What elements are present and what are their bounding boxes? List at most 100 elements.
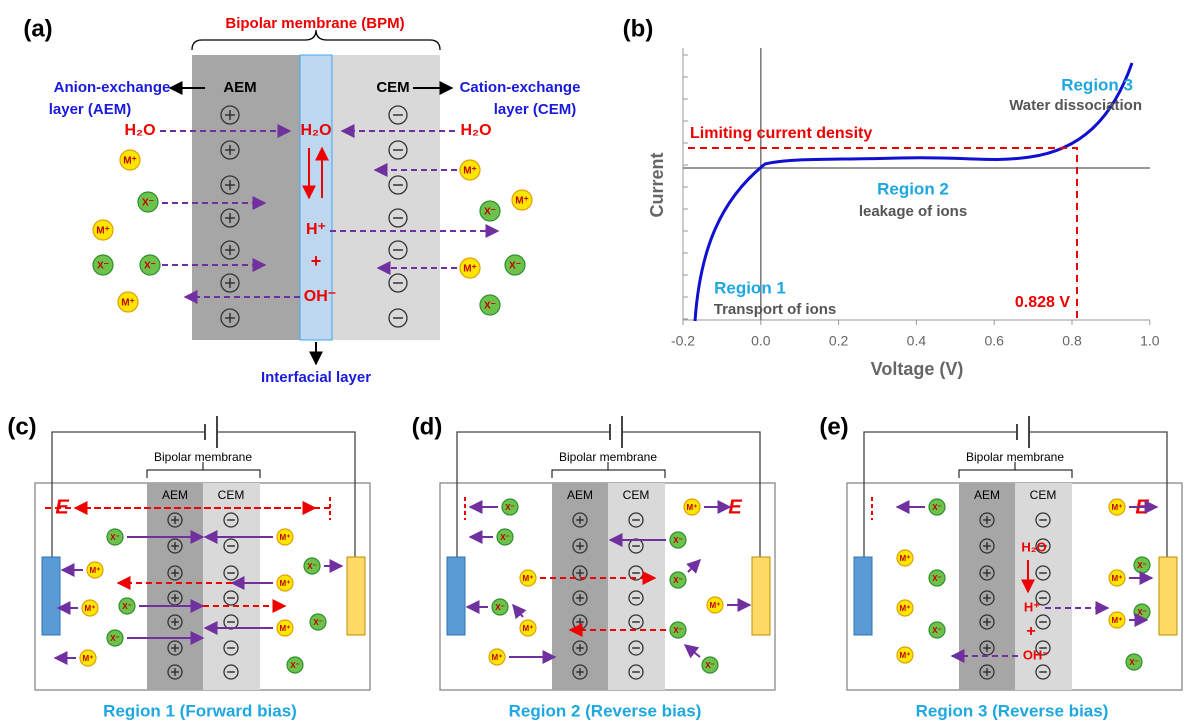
label: leakage of ions [859,203,967,220]
ion-label: M⁺ [1112,574,1123,583]
label: H⁺ [306,221,326,238]
ion-label: X⁻ [110,533,120,542]
caption: Region 2 (Reverse bias) [509,701,702,720]
anode [447,557,465,635]
ion-label: X⁻ [495,603,505,612]
ion-label: M⁺ [1112,503,1123,512]
label: CEM [623,488,650,502]
anode [42,557,60,635]
arrow [688,560,700,572]
anode [854,557,872,635]
x-tick-label: 1.0 [1140,333,1160,349]
x-tick-label: -0.2 [671,333,695,349]
panel-label: (c) [7,413,36,440]
label: + [1026,623,1035,640]
ion-label: X⁻ [673,626,683,635]
ion-label: M⁺ [280,533,291,542]
ion-label: M⁺ [523,624,534,633]
caption: Region 1 (Forward bias) [103,701,297,720]
cathode [347,557,365,635]
panel-label: (d) [412,413,443,440]
ion-label: M⁺ [515,196,529,207]
label: AEM [223,79,256,96]
ion-label: X⁻ [1129,658,1139,667]
ion-label: X⁻ [110,634,120,643]
panel: (d)Bipolar membraneAEMCEMEX⁻M⁺X⁻X⁻M⁺X⁻M⁺… [412,413,775,720]
label: Anion-exchange [54,79,171,96]
ion-label: X⁻ [307,562,317,571]
label: Region 2 [877,179,949,198]
ion-label: X⁻ [500,533,510,542]
label: CEM [376,79,409,96]
ion-label: M⁺ [463,166,477,177]
ion-label: X⁻ [144,261,156,272]
ion-label: X⁻ [673,536,683,545]
arrow [685,645,700,657]
label: Interfacial layer [261,369,371,386]
ion-label: X⁻ [509,261,521,272]
ion-label: M⁺ [280,579,291,588]
ion-label: X⁻ [1137,561,1147,570]
ion-label: M⁺ [83,654,94,663]
label: Cation-exchange [460,79,581,96]
label: (a) [23,15,52,42]
ion-label: M⁺ [900,651,911,660]
brace [147,462,260,478]
cathode [752,557,770,635]
ion-label: X⁻ [313,618,323,627]
ion-label: M⁺ [96,226,110,237]
label: E [728,496,742,518]
cem-layer [608,483,665,690]
label: Limiting current density [690,125,872,142]
brace [192,30,440,50]
label: Region 3 [1061,75,1133,94]
ion-label: M⁺ [710,601,721,610]
label: Region 1 [714,278,786,297]
label: H₂O [300,122,331,139]
cathode [1159,557,1177,635]
ion-label: M⁺ [900,554,911,563]
panel-label: (e) [819,413,848,440]
brace [552,462,665,478]
aem-layer [147,483,203,690]
ion-label: X⁻ [484,301,496,312]
label: H⁺ [1024,599,1040,614]
ion-label: M⁺ [121,298,135,309]
label: Bipolar membrane [966,450,1064,464]
aem-layer [552,483,608,690]
label: layer (AEM) [49,101,132,118]
aem-layer [959,483,1015,690]
ion-label: X⁻ [705,661,715,670]
x-tick-label: 0.6 [984,333,1004,349]
label: layer (CEM) [494,101,577,118]
arrow [513,605,523,617]
ion-label: X⁻ [142,198,154,209]
x-tick-label: 0.0 [751,333,771,349]
ion-label: X⁻ [290,661,300,670]
ion-label: X⁻ [122,602,132,611]
x-tick-label: 0.4 [907,333,927,349]
cem-layer [203,483,260,690]
ion-label: X⁻ [932,503,942,512]
ion-label: M⁺ [900,604,911,613]
label: (b) [623,15,654,42]
label: AEM [974,488,1000,502]
ion-label: X⁻ [932,574,942,583]
label: OH⁻ [1023,647,1050,662]
ion-label: M⁺ [123,156,137,167]
label: OH⁻ [304,288,336,305]
ion-label: X⁻ [673,576,683,585]
label: CEM [1030,488,1057,502]
label: Bipolar membrane (BPM) [225,15,404,32]
label: Bipolar membrane [559,450,657,464]
label: H₂O [460,122,491,139]
ion-label: M⁺ [90,566,101,575]
ion-label: X⁻ [505,503,515,512]
label: Bipolar membrane [154,450,252,464]
ion-label: X⁻ [1137,608,1147,617]
ion-label: M⁺ [492,653,503,662]
panel: (c)Bipolar membraneAEMCEMEX⁻M⁺M⁺X⁻M⁺M⁺X⁻… [7,413,370,720]
cem-layer [332,55,440,340]
label: H₂O [1021,539,1046,554]
